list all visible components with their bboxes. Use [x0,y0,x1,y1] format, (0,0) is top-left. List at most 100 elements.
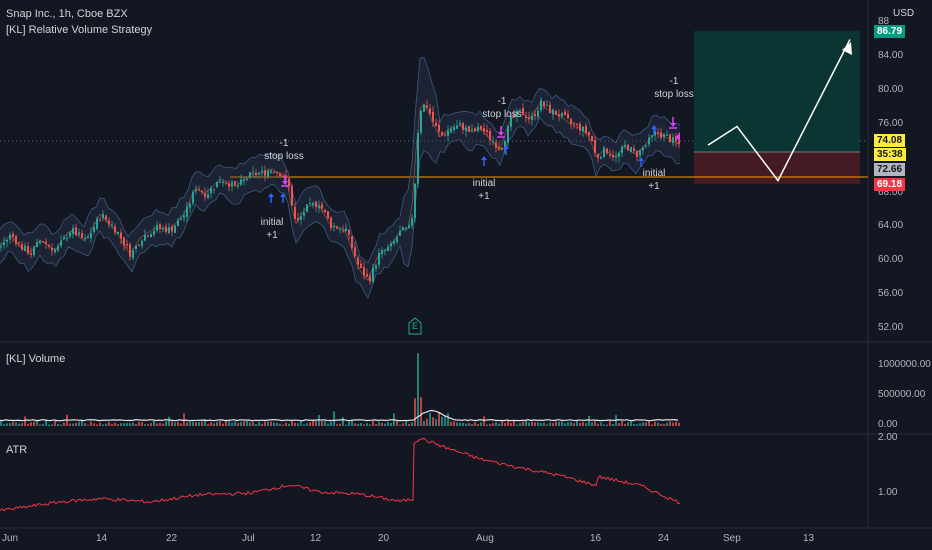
candle-body [324,209,326,213]
candle-body [492,141,494,143]
candle-body [438,124,440,132]
volume-bar [330,421,332,426]
candle-body [81,232,83,238]
volume-bar [126,423,128,426]
candle-body [219,181,221,183]
candle-body [552,109,554,115]
exit-arrow [669,117,677,129]
candle-body [600,157,602,159]
volume-bar [222,423,224,426]
candle-body [327,211,329,219]
initial-text: initial [642,168,666,179]
candle-body [495,142,497,148]
candle-body [27,246,29,254]
volume-bar [396,420,398,426]
candle-body [12,233,14,238]
candle-body [576,123,578,125]
strategy-title[interactable]: [KL] Relative Volume Strategy [6,24,153,36]
candle-body [528,117,530,120]
volume-bar [597,423,599,426]
volume-bar [585,423,587,426]
candle-body [180,218,182,221]
volume-bar [186,422,188,426]
volume-bar [96,424,98,426]
atr-pane-title[interactable]: ATR [6,444,28,456]
volume-bar [6,423,8,426]
candle-body [201,190,203,193]
volume-bar [609,421,611,426]
candle-body [663,133,665,138]
volume-bar [30,422,32,426]
candle-body [606,148,608,154]
volume-bar [36,420,38,426]
volume-bar [432,417,434,426]
price-tick: 80.00 [878,84,904,95]
volume-bar [309,422,311,426]
candle-body [192,192,194,204]
candle-body [243,179,245,181]
currency-label[interactable]: USD [893,8,915,19]
stop-loss-label-3: -1 stop loss [652,75,696,101]
volume-pane-title[interactable]: [KL] Volume [6,353,66,365]
candle-body [36,242,38,247]
volume-bar [324,420,326,426]
candle-body [90,233,92,239]
stop-loss-text: stop loss [654,89,694,100]
symbol-title[interactable]: Snap Inc., 1h, Cboe BZX [6,8,128,20]
candle-body [258,173,260,175]
volume-bar [648,420,650,426]
volume-bar [24,416,26,426]
volume-bar [420,397,422,426]
volume-bar [270,421,272,426]
candle-body [102,214,104,218]
volume-bar [90,421,92,426]
volume-bar [510,423,512,426]
stop-loss-qty: -1 [279,138,289,149]
initial-label-1: initial +1 [252,216,292,242]
volume-bar [501,420,503,426]
volume-bar [15,422,17,426]
candle-body [456,125,458,129]
volume-bar [522,421,524,426]
earnings-icon[interactable]: E [412,321,419,331]
candle-body [534,114,536,117]
candle-body [519,109,521,111]
candle-body [171,226,173,232]
initial-qty: +1 [478,191,490,202]
candle-body [21,244,23,250]
candle-body [75,227,77,236]
volume-bar [435,419,437,426]
volume-bar [621,420,623,426]
volume-bar [54,420,56,426]
volume-bar [642,422,644,426]
candle-body [150,234,152,238]
candle-body [522,108,524,115]
candle-body [78,232,80,235]
volume-bar [636,424,638,426]
volume-bar [576,420,578,426]
target-zone [694,31,860,152]
date-tick: 16 [590,533,602,544]
volume-bar [195,422,197,426]
volume-bar [381,422,383,426]
volume-bar [276,422,278,426]
candle-body [165,226,167,233]
candle-body [255,172,257,176]
candle-body [603,147,605,158]
volume-bar [141,422,143,426]
candle-body [168,227,170,233]
candle-body [483,128,485,132]
candle-body [246,178,248,180]
candle-body [54,249,56,253]
candle-body [594,139,596,153]
volume-bar [612,424,614,426]
candle-body [381,250,383,255]
candle-body [66,238,68,240]
candle-body [444,134,446,136]
date-tick: Jun [2,533,19,544]
candle-body [426,105,428,108]
candle-body [666,135,668,137]
candle-body [336,226,338,229]
candle-body [156,225,158,231]
